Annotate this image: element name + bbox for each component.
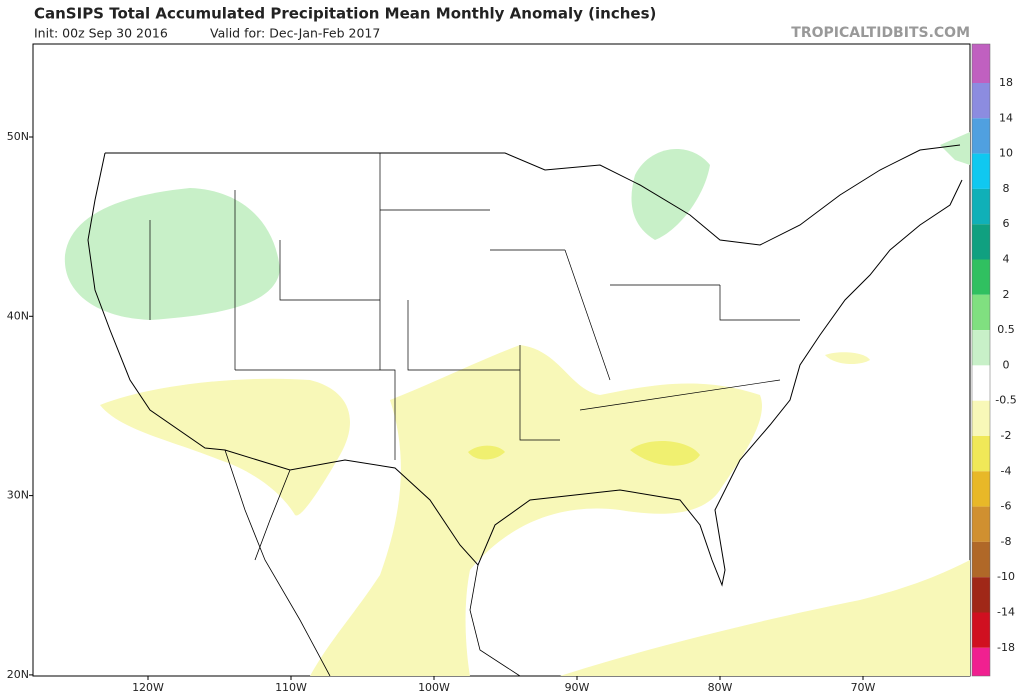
colorbar-swatch — [972, 400, 990, 436]
colorbar-label: 4 — [1003, 253, 1010, 266]
lon-label: 90W — [565, 681, 590, 694]
lon-label: 100W — [418, 681, 450, 694]
wet-anomaly — [64, 188, 280, 320]
colorbar-label: 18 — [999, 76, 1013, 89]
lat-label: 40N — [7, 309, 29, 322]
lon-label: 120W — [132, 681, 164, 694]
dry-core — [468, 440, 700, 466]
colorbar-swatch — [972, 577, 990, 613]
colorbar-swatch — [972, 330, 990, 366]
lat-label: 20N — [7, 668, 29, 681]
border — [105, 144, 961, 246]
colorbar-label: 8 — [1003, 182, 1010, 195]
lat-label: 50N — [7, 130, 29, 143]
dry-anomaly — [825, 352, 870, 365]
colorbar-swatch — [972, 188, 990, 225]
colorbar-frame — [971, 43, 991, 677]
coastline — [87, 152, 963, 587]
colorbar-label: -2 — [1001, 429, 1012, 442]
init-time: Init: 00z Sep 30 2016 — [34, 26, 168, 41]
colorbar-label: -6 — [1001, 500, 1012, 513]
wet-anomaly — [940, 132, 970, 165]
colorbar-swatch — [972, 471, 990, 507]
colorbar-swatch — [972, 506, 990, 542]
wet-anomaly — [631, 148, 710, 240]
lon-label: 70W — [851, 681, 876, 694]
colorbar: 18 14 10 8 6 4 2 0.5 0 -0.5 -2 -4 -6 -8 -10 -14 -18 — [971, 43, 1017, 677]
colorbar-swatch — [972, 436, 990, 472]
lon-label: 80W — [708, 681, 733, 694]
map — [32, 43, 971, 677]
valid-time: Valid for: Dec-Jan-Feb 2017 — [210, 26, 380, 41]
watermark: TROPICALTIDBITS.COM — [791, 25, 970, 41]
colorbar-label: 0 — [1003, 358, 1010, 371]
lat-label: 30N — [7, 489, 29, 502]
colorbar-label: 10 — [999, 147, 1013, 160]
colorbar-swatch — [972, 259, 990, 295]
colorbar-swatch — [972, 365, 990, 401]
colorbar-label: 2 — [1003, 288, 1010, 301]
dry-anomaly — [100, 378, 350, 516]
dry-anomaly — [310, 345, 762, 676]
colorbar-label: -14 — [997, 606, 1015, 619]
colorbar-label: -0.5 — [995, 394, 1016, 407]
colorbar-swatch — [972, 541, 990, 578]
colorbar-swatch — [972, 647, 990, 676]
colorbar-label: -18 — [997, 641, 1015, 654]
colorbar-label: -10 — [997, 570, 1015, 583]
colorbar-swatch — [972, 44, 990, 83]
colorbar-swatch — [972, 83, 990, 119]
coastline — [224, 449, 521, 677]
colorbar-label: -8 — [1001, 535, 1012, 548]
colorbar-swatch — [972, 153, 990, 189]
colorbar-swatch — [972, 224, 990, 260]
colorbar-swatch — [972, 612, 990, 648]
state-lines — [149, 153, 800, 460]
title: CanSIPS Total Accumulated Precipitation … — [34, 5, 656, 23]
lon-label: 110W — [275, 681, 307, 694]
colorbar-swatch — [972, 294, 990, 331]
colorbar-label: 0.5 — [997, 323, 1015, 336]
colorbar-label: 14 — [999, 111, 1013, 124]
colorbar-swatch — [972, 118, 990, 154]
colorbar-label: 6 — [1003, 217, 1010, 230]
colorbar-label: -4 — [1001, 464, 1012, 477]
dry-anomaly — [560, 560, 970, 676]
